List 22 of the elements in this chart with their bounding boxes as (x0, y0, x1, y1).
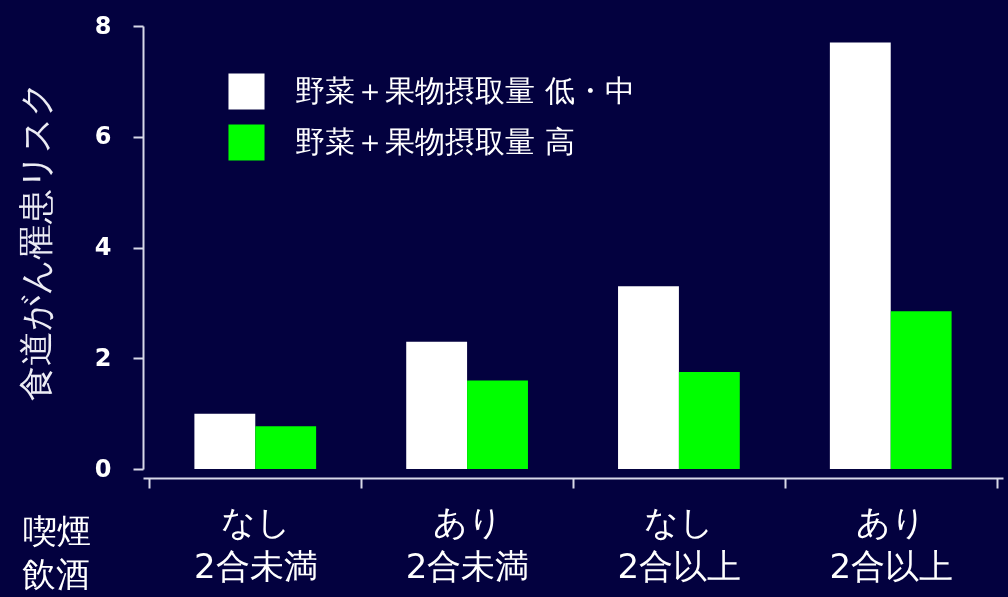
x-tick-label: なし 2合未満 (193, 501, 318, 586)
x-tick-label: なし 2合以上 (617, 501, 742, 586)
y-tick-label: 8 (94, 11, 112, 40)
y-tick-label: 4 (94, 233, 112, 261)
x-tick-label: あり 2合以上 (829, 501, 954, 586)
x-tick-label: あり 2合未満 (405, 501, 530, 586)
y-tick-label: 2 (94, 343, 112, 372)
y-tick-label: 0 (94, 454, 112, 483)
text: 飲酒 (22, 554, 90, 594)
bar (829, 42, 891, 469)
bar (406, 341, 468, 469)
y-tick-label: 6 (94, 122, 112, 151)
bar (618, 286, 679, 469)
bar (255, 426, 317, 469)
legend-label: 野菜＋果物摂取量 高 (295, 123, 575, 159)
bar (678, 372, 740, 469)
y-axis-title: 食道がん罹患リスク (15, 80, 56, 401)
x-axis-title: 喫煙 (22, 510, 91, 551)
legend-label: 野菜＋果物摂取量 低・中 (295, 72, 635, 108)
bar (194, 413, 256, 469)
bar (467, 380, 528, 469)
bar (890, 311, 952, 469)
